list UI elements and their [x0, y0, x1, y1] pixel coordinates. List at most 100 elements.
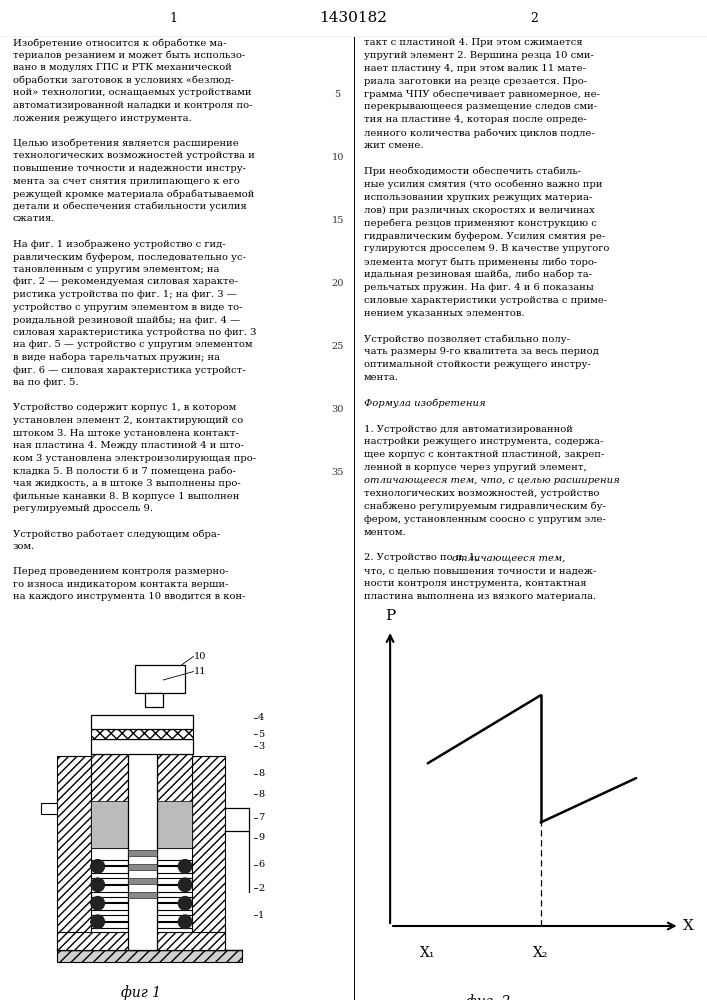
Text: обработки заготовок в условиях «безлюд-: обработки заготовок в условиях «безлюд-	[13, 76, 234, 85]
Bar	[128, 850, 156, 856]
Bar	[145, 693, 163, 707]
Text: X: X	[683, 919, 694, 933]
Text: в виде набора тарельчатых пружин; на: в виде набора тарельчатых пружин; на	[13, 353, 220, 362]
Text: Целью изобретения является расширение: Целью изобретения является расширение	[13, 139, 238, 148]
Text: 10: 10	[332, 153, 344, 162]
Text: 5: 5	[258, 730, 264, 739]
Text: ной» технологии, оснащаемых устройствами: ной» технологии, оснащаемых устройствами	[13, 88, 251, 97]
Text: фиг 1: фиг 1	[122, 986, 161, 1000]
Text: 6: 6	[258, 860, 264, 869]
Text: регулируемый дроссель 9.: регулируемый дроссель 9.	[13, 504, 153, 513]
Text: зом.: зом.	[13, 542, 35, 551]
Text: териалов резанием и может быть использо-: териалов резанием и может быть использо-	[13, 51, 245, 60]
Text: штоком 3. На штоке установлена контакт-: штоком 3. На штоке установлена контакт-	[13, 429, 239, 438]
Text: мента за счет снятия прилипающего к его: мента за счет снятия прилипающего к его	[13, 177, 240, 186]
Bar	[91, 739, 194, 754]
Text: ности контроля инструмента, контактная: ности контроля инструмента, контактная	[364, 579, 587, 588]
Text: тановленным с упругим элементом; на: тановленным с упругим элементом; на	[13, 265, 219, 274]
Text: Изобретение относится к обработке ма-: Изобретение относится к обработке ма-	[13, 38, 226, 47]
Text: 1: 1	[169, 12, 177, 25]
Circle shape	[91, 860, 105, 873]
Text: 25: 25	[332, 342, 344, 351]
Text: ристика устройства по фиг. 1; на фиг. 3 —: ристика устройства по фиг. 1; на фиг. 3 …	[13, 290, 236, 299]
Text: оптимальной стойкости режущего инстру-: оптимальной стойкости режущего инстру-	[364, 360, 591, 369]
Text: ная пластина 4. Между пластиной 4 и што-: ная пластина 4. Между пластиной 4 и што-	[13, 441, 244, 450]
Text: рельчатых пружин. На фиг. 4 и 6 показаны: рельчатых пружин. На фиг. 4 и 6 показаны	[364, 283, 594, 292]
Text: вано в модулях ГПС и РТК механической: вано в модулях ГПС и РТК механической	[13, 63, 232, 72]
Bar	[192, 756, 226, 950]
Text: 30: 30	[332, 405, 344, 414]
Text: пластина выполнена из вязкого материала.: пластина выполнена из вязкого материала.	[364, 592, 596, 601]
Bar	[57, 756, 91, 950]
Text: 2: 2	[530, 12, 538, 25]
Text: ложения режущего инструмента.: ложения режущего инструмента.	[13, 114, 192, 123]
Text: установлен элемент 2, контактирующий со: установлен элемент 2, контактирующий со	[13, 416, 243, 425]
Text: устройство с упругим элементом в виде то-: устройство с упругим элементом в виде то…	[13, 303, 243, 312]
Bar	[156, 754, 192, 848]
Text: X₂: X₂	[533, 946, 549, 960]
Text: Формула изобретения: Формула изобретения	[364, 399, 486, 408]
Bar	[91, 729, 194, 739]
Text: 1430182: 1430182	[320, 11, 387, 25]
Text: ментом.: ментом.	[364, 528, 407, 537]
Text: сжатия.: сжатия.	[13, 214, 55, 223]
Text: гидравлическим буфером. Усилия смятия ре-: гидравлическим буфером. Усилия смятия ре…	[364, 231, 605, 241]
Bar	[135, 665, 185, 693]
Text: 5: 5	[334, 90, 341, 99]
Circle shape	[91, 897, 105, 910]
Bar	[91, 754, 128, 848]
Bar	[57, 932, 226, 950]
Text: гулируются дросселем 9. В качестве упругого: гулируются дросселем 9. В качестве упруг…	[364, 244, 609, 253]
Text: 3: 3	[258, 742, 264, 751]
Bar	[91, 715, 194, 729]
Text: такт с пластиной 4. При этом сжимается: такт с пластиной 4. При этом сжимается	[364, 38, 583, 47]
Text: X₁: X₁	[420, 946, 436, 960]
Text: ва по фиг. 5.: ва по фиг. 5.	[13, 378, 78, 387]
Text: что, с целью повышения точности и надеж-: что, с целью повышения точности и надеж-	[364, 566, 597, 575]
Text: отличающееся тем, что, с целью расширения: отличающееся тем, что, с целью расширени…	[364, 476, 620, 485]
Text: 2. Устройство по п. 1,: 2. Устройство по п. 1,	[364, 553, 481, 562]
Text: фиг. 2: фиг. 2	[465, 994, 510, 1000]
Text: элемента могут быть применены либо торо-: элемента могут быть применены либо торо-	[364, 257, 597, 267]
Text: чать размеры 9-го квалитета за весь период: чать размеры 9-го квалитета за весь пери…	[364, 347, 599, 356]
Text: детали и обеспечения стабильности усилия: детали и обеспечения стабильности усилия	[13, 202, 247, 211]
Bar	[128, 878, 156, 884]
Bar	[41, 803, 57, 814]
Text: кладка 5. В полости 6 и 7 помещена рабо-: кладка 5. В полости 6 и 7 помещена рабо-	[13, 466, 235, 476]
Text: перебега резцов применяют конструкцию с: перебега резцов применяют конструкцию с	[364, 218, 597, 228]
Text: силовая характеристика устройства по фиг. 3: силовая характеристика устройства по фиг…	[13, 328, 256, 337]
Circle shape	[178, 878, 192, 892]
Circle shape	[178, 897, 192, 910]
Text: 1. Устройство для автоматизированной: 1. Устройство для автоматизированной	[364, 425, 573, 434]
Circle shape	[178, 860, 192, 873]
Text: использовании хрупких режущих материа-: использовании хрупких режущих материа-	[364, 193, 592, 202]
Text: технологических возможностей устройства и: технологических возможностей устройства …	[13, 151, 255, 160]
Text: нением указанных элементов.: нением указанных элементов.	[364, 309, 525, 318]
Text: автоматизированной наладки и контроля по-: автоматизированной наладки и контроля по…	[13, 101, 252, 110]
Text: 8: 8	[258, 769, 264, 778]
Text: отличающееся тем,: отличающееся тем,	[452, 553, 565, 562]
Text: 1: 1	[258, 911, 264, 920]
Text: жит смене.: жит смене.	[364, 141, 423, 150]
Text: 11: 11	[194, 667, 206, 676]
Text: Устройство содержит корпус 1, в котором: Устройство содержит корпус 1, в котором	[13, 403, 236, 412]
Circle shape	[178, 915, 192, 928]
Bar	[128, 864, 156, 870]
Text: грамма ЧПУ обеспечивает равномерное, не-: грамма ЧПУ обеспечивает равномерное, не-	[364, 90, 600, 99]
Text: силовые характеристики устройства с приме-: силовые характеристики устройства с прим…	[364, 296, 607, 305]
Text: риала заготовки на резце срезается. Про-: риала заготовки на резце срезается. Про-	[364, 77, 588, 86]
Text: лов) при различных скоростях и величинах: лов) при различных скоростях и величинах	[364, 206, 595, 215]
Text: снабжено регулируемым гидравлическим бу-: снабжено регулируемым гидравлическим бу-	[364, 502, 606, 511]
Text: 8: 8	[258, 790, 264, 799]
Text: ные усилия смятия (что особенно важно при: ные усилия смятия (что особенно важно пр…	[364, 180, 602, 189]
Text: упругий элемент 2. Вершина резца 10 сми-: упругий элемент 2. Вершина резца 10 сми-	[364, 51, 594, 60]
Text: 15: 15	[332, 216, 344, 225]
Text: Устройство работает следующим обра-: Устройство работает следующим обра-	[13, 529, 220, 539]
Bar	[91, 801, 128, 848]
Text: ленного количества рабочих циклов подле-: ленного количества рабочих циклов подле-	[364, 128, 595, 138]
Text: При необходимости обеспечить стабиль-: При необходимости обеспечить стабиль-	[364, 167, 581, 176]
Text: Перед проведением контроля размерно-: Перед проведением контроля размерно-	[13, 567, 228, 576]
Text: настройки режущего инструмента, содержа-: настройки режущего инструмента, содержа-	[364, 437, 604, 446]
Text: На фиг. 1 изображено устройство с гид-: На фиг. 1 изображено устройство с гид-	[13, 240, 226, 249]
Text: мента.: мента.	[364, 373, 399, 382]
